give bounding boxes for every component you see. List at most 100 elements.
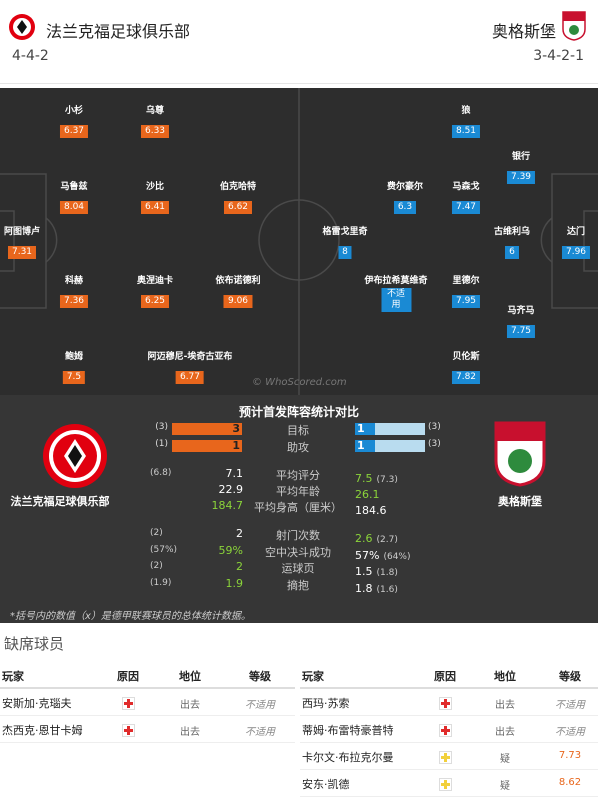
status: 出去	[495, 727, 515, 738]
player-name: 乌尊	[145, 106, 165, 116]
away-bracket: (2.7)	[376, 535, 398, 545]
player: 鲍姆 7.5	[62, 351, 86, 384]
player-name: 沙比	[145, 182, 165, 192]
player-rating: 7.36	[59, 295, 89, 308]
away-bar-fill	[355, 423, 375, 435]
home-value: 3	[232, 422, 240, 435]
home-value: 22.9	[218, 483, 244, 496]
player-rating: 7.95	[451, 295, 481, 308]
table-header: 等级	[559, 670, 581, 683]
away-crest-large	[494, 421, 546, 487]
player: 乌尊 6.33	[140, 105, 170, 138]
player-name: 里德尔	[452, 276, 480, 286]
player-rating: 8.04	[59, 201, 89, 214]
stat-label: 平均身高（厘米）	[254, 501, 342, 514]
comparison-panel: 预计首发阵容统计对比 法兰克福足球俱乐部 奥格斯堡 *括号内的数值（x）是德甲联…	[0, 395, 598, 623]
cross-h	[441, 729, 450, 732]
row-rule	[0, 715, 295, 716]
cross-h	[124, 702, 133, 705]
player-name: 卡尔文·布拉克尔曼	[302, 751, 394, 764]
missing-table: 玩家 原因 地位 等级 西玛·苏索 出去 不适用 蒂姆·布雷特豪普特 出去 不适用 卡尔文·布拉克尔…	[300, 662, 598, 802]
away-value: 7.5	[355, 472, 373, 485]
player-name: 科赫	[64, 276, 84, 286]
home-value: 7.1	[225, 467, 244, 480]
row-rule	[300, 742, 598, 743]
pitch: © WhoScored.com 小杉 6.37 乌尊 6.33 马鲁兹 8.04 沙比 6.4…	[0, 88, 598, 395]
player: 格雷戈里奇 8	[322, 226, 368, 259]
player-rating: 7.82	[451, 371, 481, 384]
status: 出去	[180, 727, 200, 738]
away-value: 1	[357, 439, 365, 452]
player-rating: 9.06	[223, 295, 253, 308]
rating: 不适用	[245, 700, 275, 711]
player-name: 古维利乌	[493, 227, 531, 237]
cross-h	[441, 702, 450, 705]
status: 疑	[500, 754, 510, 765]
stat-label: 运球页	[281, 562, 315, 575]
watermark: © WhoScored.com	[252, 377, 347, 388]
cross-h	[441, 756, 450, 759]
away-value-wrap: 2.6 (2.7)	[355, 527, 398, 546]
table-header: 地位	[494, 670, 516, 683]
rating: 8.62	[558, 777, 582, 788]
player: 贝伦斯 7.82	[451, 351, 481, 384]
table-header: 玩家	[302, 670, 324, 683]
away-value: 26.1	[355, 488, 380, 501]
home-value: 2	[236, 560, 243, 573]
player: 达门 7.96	[561, 226, 591, 259]
player-name: 银行	[511, 152, 531, 162]
home-bar	[172, 440, 242, 452]
away-value-wrap: 57% (64%)	[355, 544, 410, 563]
player-name: 伯克哈特	[219, 182, 257, 192]
player-rating: 不适用	[380, 288, 411, 312]
rating: 不适用	[555, 700, 585, 711]
table-header: 原因	[434, 670, 456, 683]
player: 奥涅迪卡 6.25	[137, 275, 173, 308]
home-bracket: (6.8)	[150, 468, 172, 478]
player-name: 鲍姆	[64, 352, 84, 362]
away-value: 184.6	[355, 504, 387, 517]
player-name: 阿图博卢	[3, 227, 41, 237]
footnote: *括号内的数值（x）是德甲联赛球员的总体统计数据。	[10, 611, 251, 622]
cross-h	[124, 729, 133, 732]
home-bar	[172, 423, 242, 435]
player-name: 马齐马	[507, 306, 535, 316]
reason-icon	[122, 697, 135, 710]
row-rule	[300, 796, 598, 797]
player-rating: 7.31	[7, 246, 37, 259]
row-rule	[300, 769, 598, 770]
missing-table: 玩家 原因 地位 等级 安斯加·克瑙夫 出去 不适用 杰西克·恩甘卡姆 出去 不适用	[0, 662, 295, 802]
player-rating: 7.39	[506, 171, 536, 184]
player: 马鲁兹 8.04	[59, 181, 89, 214]
player-rating: 7.5	[62, 371, 86, 384]
reason-icon	[439, 697, 452, 710]
player-rating: 6	[505, 246, 519, 259]
player-name: 达门	[566, 227, 586, 237]
rating: 不适用	[555, 727, 585, 738]
row-rule	[0, 742, 295, 743]
away-bracket: (1.8)	[376, 568, 398, 578]
stat-label: 空中决斗成功	[265, 546, 331, 559]
player-name: 贝伦斯	[452, 352, 480, 362]
home-bracket: (2)	[150, 528, 163, 538]
reason-icon	[439, 778, 452, 791]
away-value: 1.8	[355, 582, 373, 595]
home-bracket: (3)	[155, 422, 168, 432]
home-value: 1.9	[225, 577, 244, 590]
player-name: 狼	[461, 106, 471, 116]
player-rating: 6.33	[140, 125, 170, 138]
away-bar-fill	[355, 440, 375, 452]
stat-label: 摘抱	[287, 579, 309, 592]
player: 伊布拉希莫维奇 不适用	[364, 275, 428, 312]
home-value: 1	[232, 439, 240, 452]
player: 银行 7.39	[506, 151, 536, 184]
home-formation: 4-4-2	[12, 48, 49, 64]
player-name: 阿迈穆尼-埃奇古亚布	[147, 352, 233, 362]
header-rule	[0, 687, 295, 689]
player-rating: 8	[338, 246, 352, 259]
away-bracket: (64%)	[383, 552, 411, 562]
home-bracket: (1.9)	[150, 578, 172, 588]
home-bracket: (2)	[150, 561, 163, 571]
away-name: 奥格斯堡	[498, 495, 542, 508]
